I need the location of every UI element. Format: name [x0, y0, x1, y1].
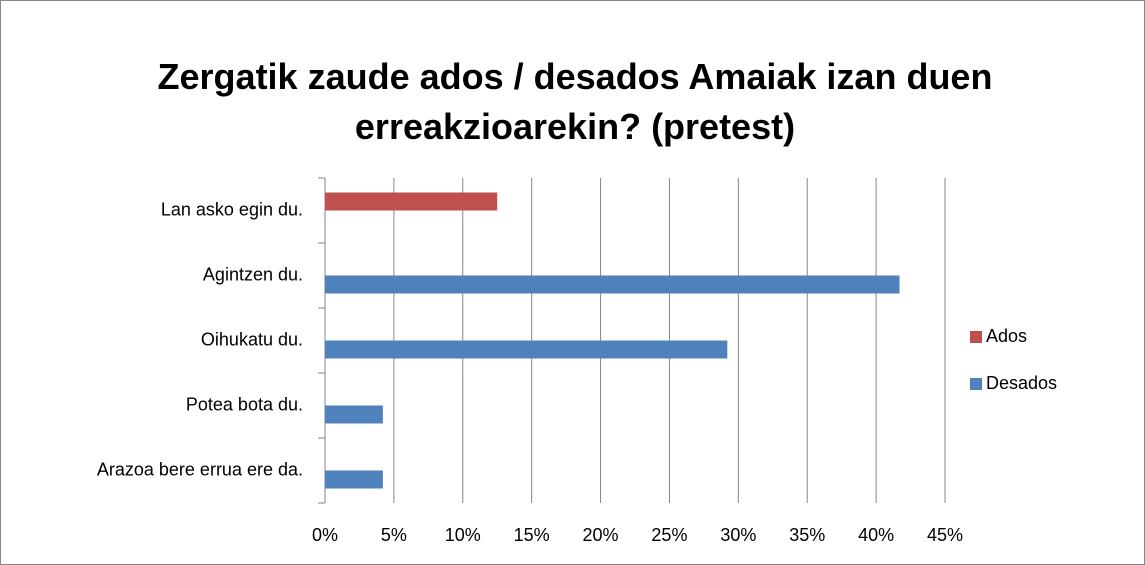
- legend-swatch: [970, 331, 982, 343]
- x-tick-label: 20%: [583, 525, 619, 545]
- bar: [325, 470, 383, 489]
- x-tick-label: 45%: [927, 525, 963, 545]
- x-tick-label: 0%: [312, 525, 338, 545]
- legend-label: Desados: [986, 373, 1057, 393]
- bar: [325, 340, 728, 359]
- legend-label: Ados: [986, 326, 1027, 346]
- y-tick-label: Agintzen du.: [203, 264, 303, 284]
- x-tick-label: 30%: [720, 525, 756, 545]
- legend-swatch: [970, 378, 982, 390]
- x-tick-label: 25%: [651, 525, 687, 545]
- bar: [325, 405, 383, 424]
- x-tick-label: 40%: [858, 525, 894, 545]
- y-tick-label: Oihukatu du.: [201, 329, 303, 349]
- x-tick-label: 15%: [514, 525, 550, 545]
- y-tick-label: Arazoa bere errua ere da.: [97, 459, 303, 479]
- x-tick-label: 10%: [445, 525, 481, 545]
- bar: [325, 275, 900, 294]
- y-tick-label: Lan asko egin du.: [161, 199, 303, 219]
- bar: [325, 192, 498, 211]
- y-tick-label: Potea bota du.: [186, 394, 303, 414]
- chart-title: Zergatik zaude ados / desados Amaiak iza…: [157, 56, 993, 147]
- x-tick-label: 35%: [789, 525, 825, 545]
- x-tick-label: 5%: [381, 525, 407, 545]
